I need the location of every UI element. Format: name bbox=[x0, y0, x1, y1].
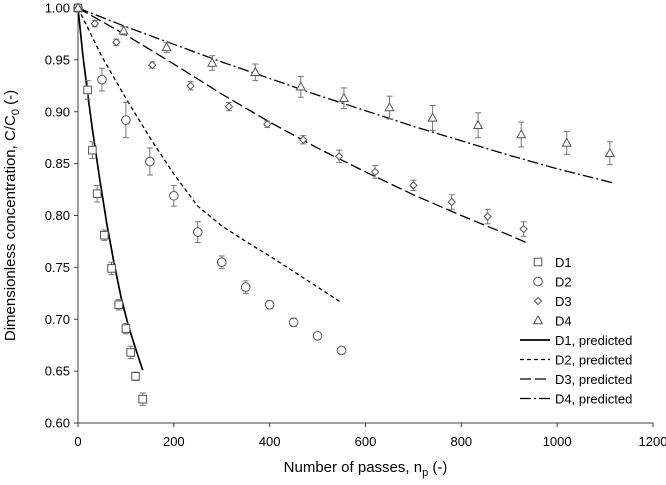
y-tick-label: 0.95 bbox=[45, 52, 70, 67]
data-point-d3 bbox=[299, 135, 308, 144]
legend-label: D2 bbox=[555, 275, 572, 290]
data-point-d3 bbox=[112, 38, 121, 47]
data-point-d4 bbox=[72, 2, 84, 12]
data-point-d3 bbox=[483, 212, 492, 221]
y-tick-label: 0.80 bbox=[45, 208, 70, 223]
data-point-d2 bbox=[336, 345, 347, 356]
y-tick-label: 0.60 bbox=[45, 416, 70, 431]
series-d4 bbox=[72, 2, 616, 166]
data-point-d1 bbox=[83, 85, 92, 95]
data-point-d4 bbox=[118, 25, 129, 35]
data-point-d3 bbox=[447, 197, 456, 207]
legend-marker-d4 bbox=[532, 314, 544, 325]
data-point-d4 bbox=[250, 66, 261, 77]
y-tick-label: 1.00 bbox=[45, 1, 70, 16]
data-point-d3 bbox=[263, 119, 272, 129]
data-point-d2 bbox=[97, 74, 107, 85]
x-tick-label: 200 bbox=[163, 434, 185, 449]
axis-ticks: 0 200 400 600 800 1000 1200 0.60 0.65 0.70 0.75 0.8… bbox=[45, 1, 666, 450]
data-point-d4 bbox=[207, 57, 218, 67]
data-point-d2 bbox=[264, 299, 275, 310]
data-point-d2 bbox=[216, 257, 227, 267]
data-point-d2 bbox=[192, 227, 203, 237]
legend-label: D2, predicted bbox=[555, 353, 632, 368]
legend-marker-d3 bbox=[533, 296, 543, 306]
data-point-d4 bbox=[338, 92, 350, 102]
data-series bbox=[72, 2, 616, 406]
data-point-d1 bbox=[126, 348, 136, 357]
data-point-d3 bbox=[186, 81, 195, 91]
data-point-d1 bbox=[88, 145, 97, 155]
data-point-d4 bbox=[384, 101, 395, 112]
data-point-d3 bbox=[409, 181, 418, 190]
data-point-d3 bbox=[519, 224, 528, 234]
data-point-d3 bbox=[334, 152, 344, 161]
data-point-d2 bbox=[121, 115, 131, 125]
predicted-line-d2 bbox=[77, 7, 342, 304]
data-point-d2 bbox=[312, 331, 323, 341]
data-point-d4 bbox=[427, 112, 438, 122]
data-point-d1 bbox=[100, 230, 109, 240]
y-tick-label: 0.90 bbox=[45, 104, 70, 119]
y-tick-label: 0.70 bbox=[45, 312, 70, 327]
data-point-d1 bbox=[121, 324, 131, 333]
x-tick-label: 400 bbox=[259, 434, 281, 449]
x-tick-label: 800 bbox=[450, 434, 472, 449]
y-tick-label: 0.85 bbox=[45, 156, 70, 171]
legend-label: D4 bbox=[555, 314, 572, 329]
data-point-d3 bbox=[90, 19, 99, 28]
data-point-d2 bbox=[288, 317, 299, 328]
legend-label: D1, predicted bbox=[555, 333, 632, 348]
data-point-d4 bbox=[561, 137, 572, 147]
x-tick-label: 0 bbox=[74, 434, 81, 449]
predicted-line-d4 bbox=[77, 7, 615, 184]
data-point-d3 bbox=[148, 60, 157, 70]
x-tick-label: 1000 bbox=[543, 434, 572, 449]
predicted-line-d1 bbox=[77, 7, 144, 371]
data-point-d1 bbox=[92, 189, 102, 199]
x-tick-label: 1200 bbox=[639, 434, 666, 449]
x-tick-label: 600 bbox=[355, 434, 377, 449]
data-point-d2 bbox=[169, 190, 179, 201]
data-point-d1 bbox=[114, 300, 124, 310]
predicted-line-d3 bbox=[77, 7, 529, 245]
data-point-d1 bbox=[131, 372, 140, 381]
y-axis-label: Dimensionless concentration, C/C0 (-) bbox=[2, 90, 22, 341]
y-tick-label: 0.75 bbox=[45, 260, 70, 275]
x-axis-label: Number of passes, np (-) bbox=[284, 459, 448, 479]
series-d1 bbox=[73, 3, 147, 406]
legend-label: D1 bbox=[555, 255, 572, 270]
data-point-d1 bbox=[138, 394, 147, 404]
data-point-d2 bbox=[145, 156, 155, 167]
data-point-d3 bbox=[224, 102, 234, 111]
data-point-d4 bbox=[295, 81, 306, 91]
data-point-d4 bbox=[472, 119, 484, 129]
legend-label: D3, predicted bbox=[555, 372, 632, 387]
series-d2 bbox=[73, 3, 347, 356]
data-point-d2 bbox=[240, 282, 251, 292]
data-point-d4 bbox=[604, 147, 616, 157]
legend-marker-d1 bbox=[533, 257, 543, 267]
data-point-d1 bbox=[107, 264, 116, 273]
series-d3 bbox=[73, 3, 528, 237]
legend-marker-d2 bbox=[533, 276, 543, 287]
legend-label: D4, predicted bbox=[555, 392, 632, 407]
data-point-d4 bbox=[516, 128, 527, 139]
legend: D1 D2 D3 D4 D1, predicted D2, predicted D3, pr… bbox=[520, 255, 632, 407]
data-point-d4 bbox=[161, 41, 172, 52]
data-point-d3 bbox=[370, 167, 380, 177]
legend-label: D3 bbox=[555, 294, 572, 309]
y-tick-label: 0.65 bbox=[45, 364, 70, 379]
